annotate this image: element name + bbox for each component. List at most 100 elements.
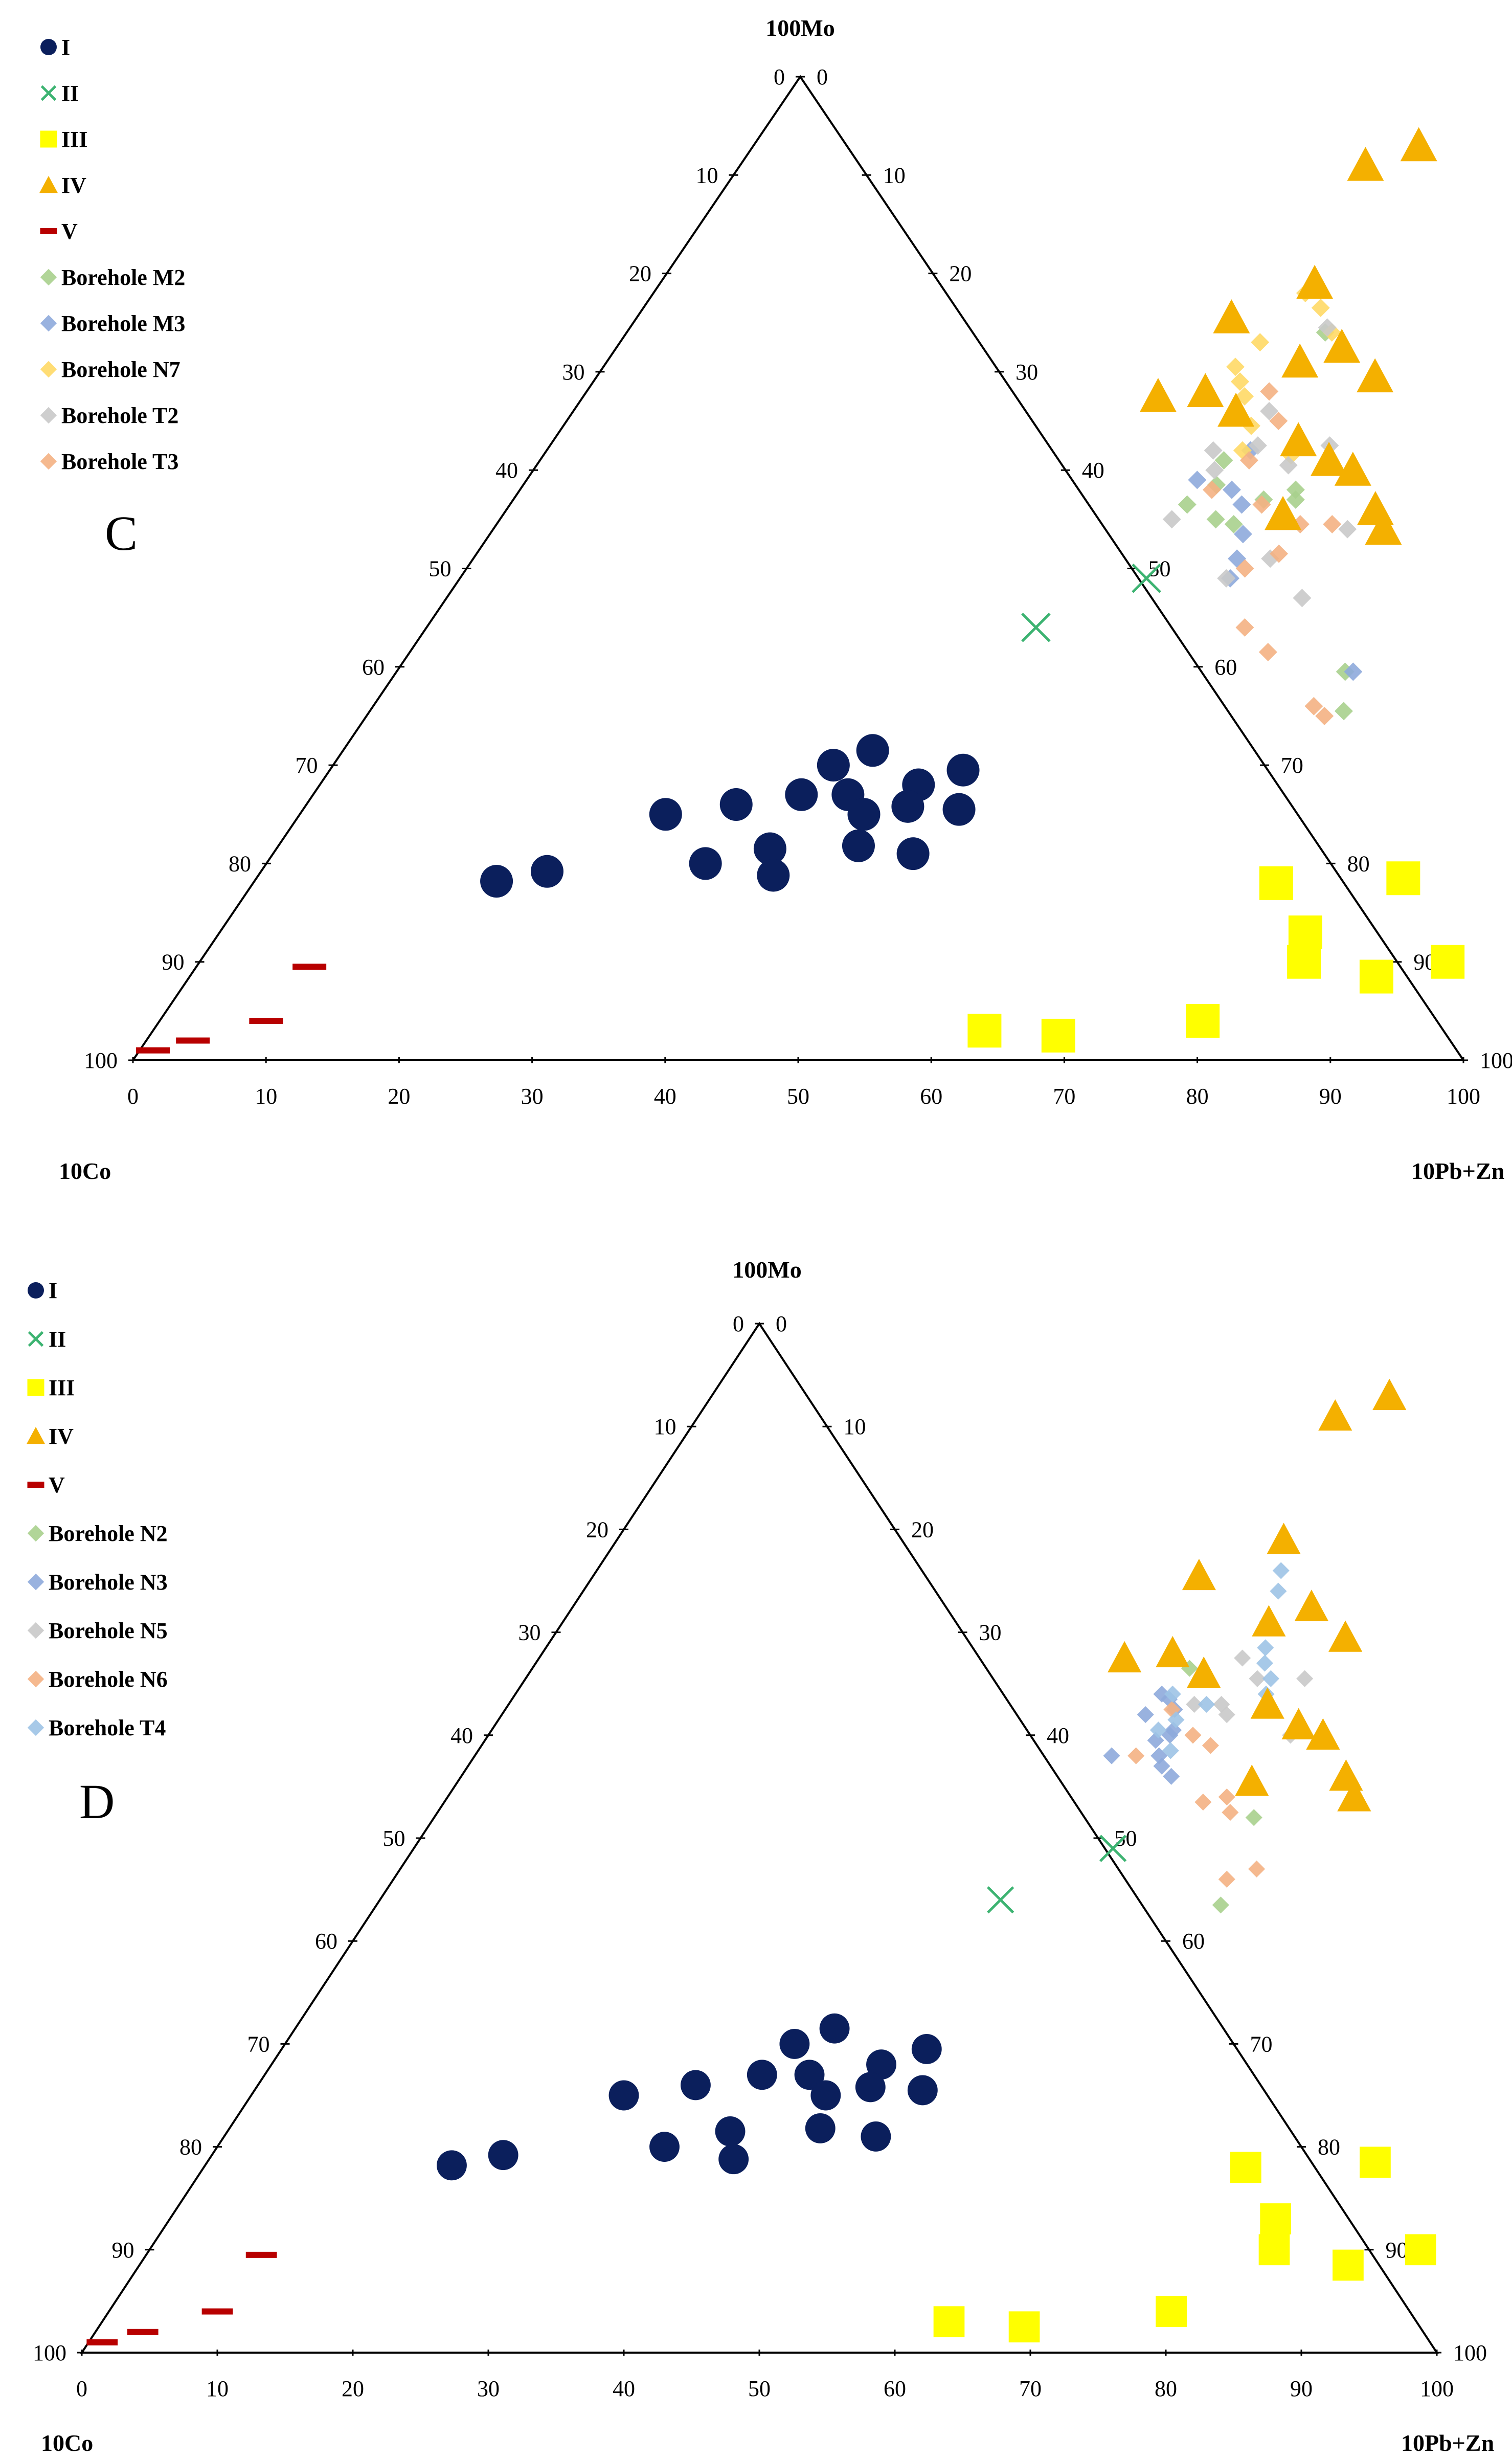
legend-marker-v	[27, 1482, 44, 1488]
data-point-m3	[1232, 495, 1251, 514]
data-point-i	[715, 2116, 746, 2147]
data-point-iv	[1365, 510, 1402, 545]
legend-item: Borehole T3	[40, 449, 178, 474]
data-point-iii	[1288, 915, 1322, 950]
data-point-iii	[1041, 1018, 1075, 1053]
marker-stroke	[987, 1886, 1014, 1914]
data-point-iii	[1260, 2203, 1292, 2234]
data-point-t3	[1315, 706, 1334, 725]
right-tick-label: 80	[1318, 2135, 1340, 2160]
data-point-v	[86, 2339, 118, 2345]
data-point-t3	[1323, 515, 1342, 533]
legend-label: Borehole N7	[61, 357, 180, 382]
data-point-v	[176, 1037, 210, 1044]
right-tick-label: 90	[1386, 2238, 1408, 2263]
data-point-t2	[1293, 589, 1312, 608]
data-point-iv	[1182, 1558, 1216, 1591]
legend-item: Borehole N6	[27, 1667, 168, 1692]
data-point-i	[847, 798, 881, 831]
data-point-t2	[1338, 520, 1357, 539]
data-point-v	[249, 1018, 283, 1024]
legend-marker-n7	[40, 361, 57, 378]
data-point-n6	[1184, 1727, 1202, 1744]
data-point-t2	[1162, 510, 1181, 529]
legend-item: Borehole T2	[40, 403, 178, 428]
data-point-iii	[1405, 2234, 1436, 2266]
data-point-t3	[1270, 544, 1289, 563]
vertex-label-top: 100Mo	[732, 1257, 801, 1283]
data-point-n6	[1222, 1804, 1239, 1821]
legend-label: II	[49, 1327, 66, 1352]
right-tick-label: 100	[1453, 2340, 1487, 2365]
legend-marker-n2	[27, 1525, 44, 1542]
data-point-t4	[1167, 1711, 1185, 1729]
data-point-i	[942, 793, 976, 826]
data-point-iv	[1213, 299, 1250, 333]
data-point-t2	[1205, 461, 1224, 480]
data-point-n5	[1234, 1649, 1251, 1667]
ternary-triangle	[80, 1322, 1439, 2354]
data-point-n6	[1218, 1788, 1235, 1806]
data-point-t2	[1318, 318, 1337, 337]
legend-item: Borehole M3	[40, 311, 185, 336]
data-point-n5	[1296, 1670, 1314, 1687]
data-point-iv	[1280, 422, 1317, 457]
left-tick-label: 40	[495, 458, 518, 483]
data-point-m2	[1178, 495, 1197, 514]
vertex-label-right: 10Pb+Zn	[1401, 2430, 1494, 2456]
data-point-n6	[1202, 1737, 1220, 1754]
data-point-n7	[1251, 333, 1270, 352]
legend-label: Borehole N5	[49, 1618, 168, 1643]
data-point-iv	[1250, 1687, 1284, 1719]
legend-label: Borehole T4	[49, 1715, 166, 1740]
right-tick-label: 60	[1182, 1929, 1205, 1954]
legend-marker-m2	[40, 269, 57, 286]
bottom-tick-label: 40	[654, 1084, 676, 1109]
data-point-ii	[987, 1886, 1014, 1914]
data-point-iv	[1372, 1378, 1407, 1410]
data-point-t4	[1270, 1582, 1287, 1600]
right-tick-label: 40	[1047, 1723, 1069, 1748]
series-v	[86, 2251, 277, 2345]
data-point-n2	[1212, 1896, 1229, 1914]
data-point-iv	[1267, 1523, 1301, 1554]
data-point-n5	[1186, 1695, 1203, 1713]
data-point-t3	[1252, 495, 1271, 514]
series-iv	[1108, 1378, 1407, 1812]
data-point-n2	[1245, 1809, 1262, 1826]
data-point-iv	[1281, 343, 1319, 378]
data-point-iv	[1296, 264, 1334, 299]
right-tick-label: 40	[1082, 458, 1104, 483]
left-tick-label: 70	[247, 2031, 270, 2056]
data-point-iv	[1139, 377, 1177, 412]
data-point-m3	[1233, 525, 1252, 544]
bottom-tick-label: 20	[342, 2376, 364, 2401]
data-point-t3	[1202, 480, 1221, 499]
left-tick-label: 0	[774, 64, 785, 90]
bottom-tick-label: 30	[521, 1084, 544, 1109]
legend-marker-i	[28, 1282, 44, 1299]
data-point-t2	[1248, 436, 1267, 455]
legend-label: I	[49, 1278, 57, 1303]
bottom-tick-label: 90	[1319, 1084, 1342, 1109]
data-point-ii	[1132, 563, 1161, 593]
data-point-iii	[1259, 866, 1293, 900]
data-point-i	[805, 2113, 836, 2143]
data-point-t4	[1272, 1562, 1290, 1579]
left-tick-label: 10	[654, 1414, 676, 1439]
bottom-tick-label: 10	[206, 2376, 229, 2401]
data-point-iv	[1329, 1759, 1363, 1791]
data-point-n7	[1231, 372, 1250, 391]
data-point-iv	[1187, 1656, 1221, 1688]
panel-label: D	[79, 1774, 115, 1829]
data-point-v	[292, 964, 327, 970]
vertex-label-top: 100Mo	[765, 15, 834, 41]
legend-marker-n6	[27, 1670, 44, 1688]
data-point-iii	[1156, 2296, 1187, 2327]
marker-stroke	[28, 1331, 44, 1347]
legend-label: Borehole N2	[49, 1521, 168, 1546]
data-point-n5	[1218, 1706, 1235, 1724]
legend-label: V	[49, 1472, 65, 1497]
bottom-tick-label: 100	[1420, 2376, 1454, 2401]
data-point-iv	[1323, 328, 1361, 363]
